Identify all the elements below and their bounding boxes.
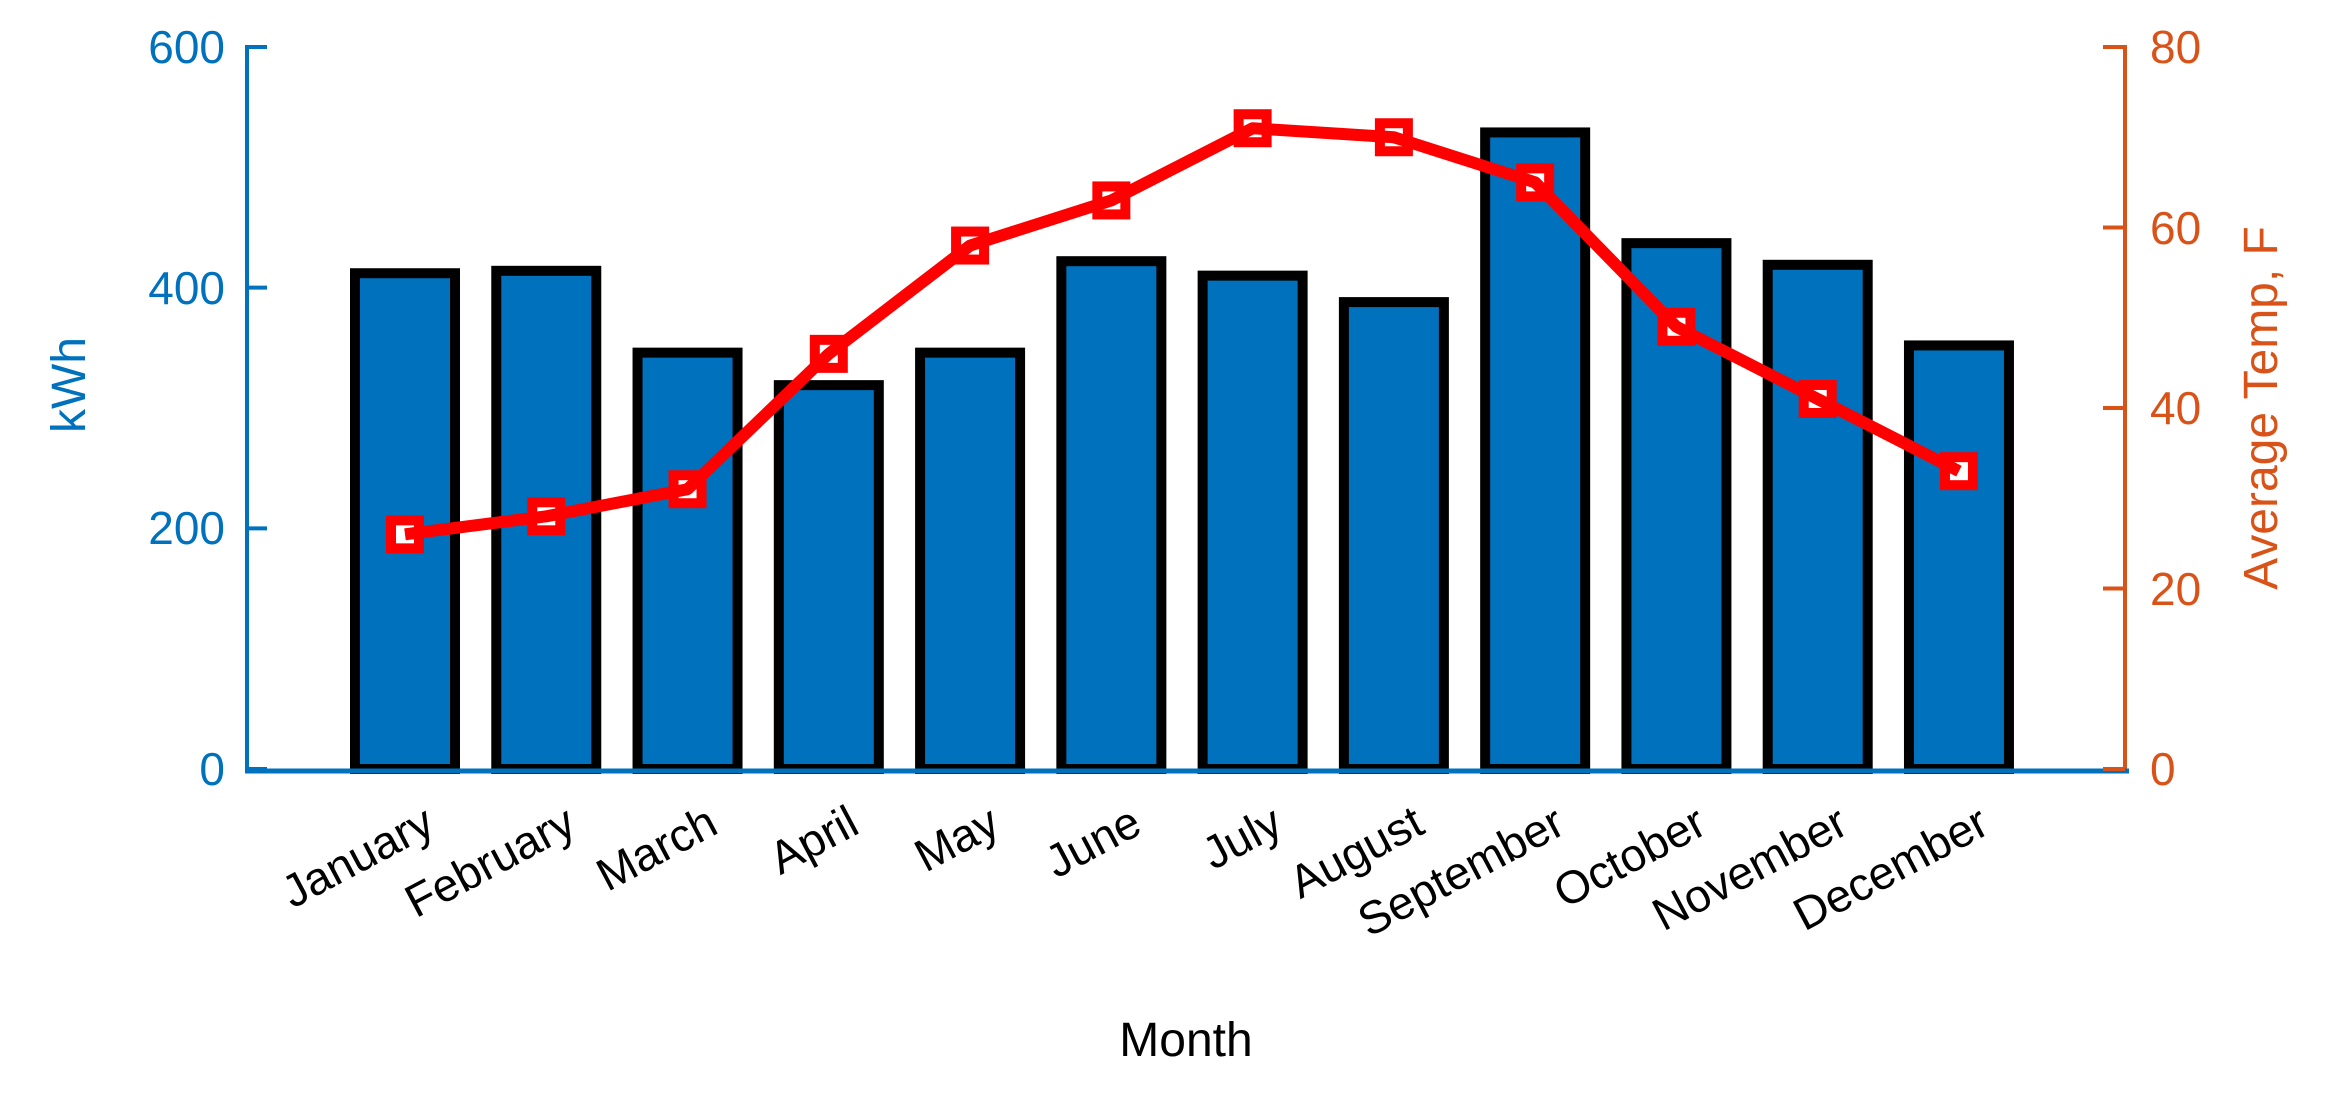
bar-july — [1197, 270, 1308, 774]
bar-may — [915, 347, 1026, 774]
right-tick-label-80: 80 — [2150, 21, 2202, 73]
bar-november — [1762, 259, 1873, 774]
left-tick-label-400: 400 — [148, 261, 225, 314]
left-tick-label-0: 0 — [199, 743, 225, 795]
left-tick-label-200: 200 — [148, 502, 225, 555]
bar-april — [773, 380, 884, 774]
bar-august — [1338, 297, 1449, 774]
left-tick-label-600: 600 — [148, 21, 225, 73]
bar-september — [1480, 127, 1591, 775]
x-axis-title: Month — [1119, 1014, 1253, 1067]
bar-june — [1056, 256, 1167, 774]
bar-march — [632, 347, 743, 774]
temperature-line — [404, 122, 1962, 541]
right-tick-label-40: 40 — [2150, 382, 2202, 434]
right-tick-label-60: 60 — [2150, 201, 2202, 254]
bar-december — [1903, 340, 2014, 774]
right-tick-label-0: 0 — [2150, 743, 2176, 795]
right-tick-label-20: 20 — [2150, 562, 2202, 615]
